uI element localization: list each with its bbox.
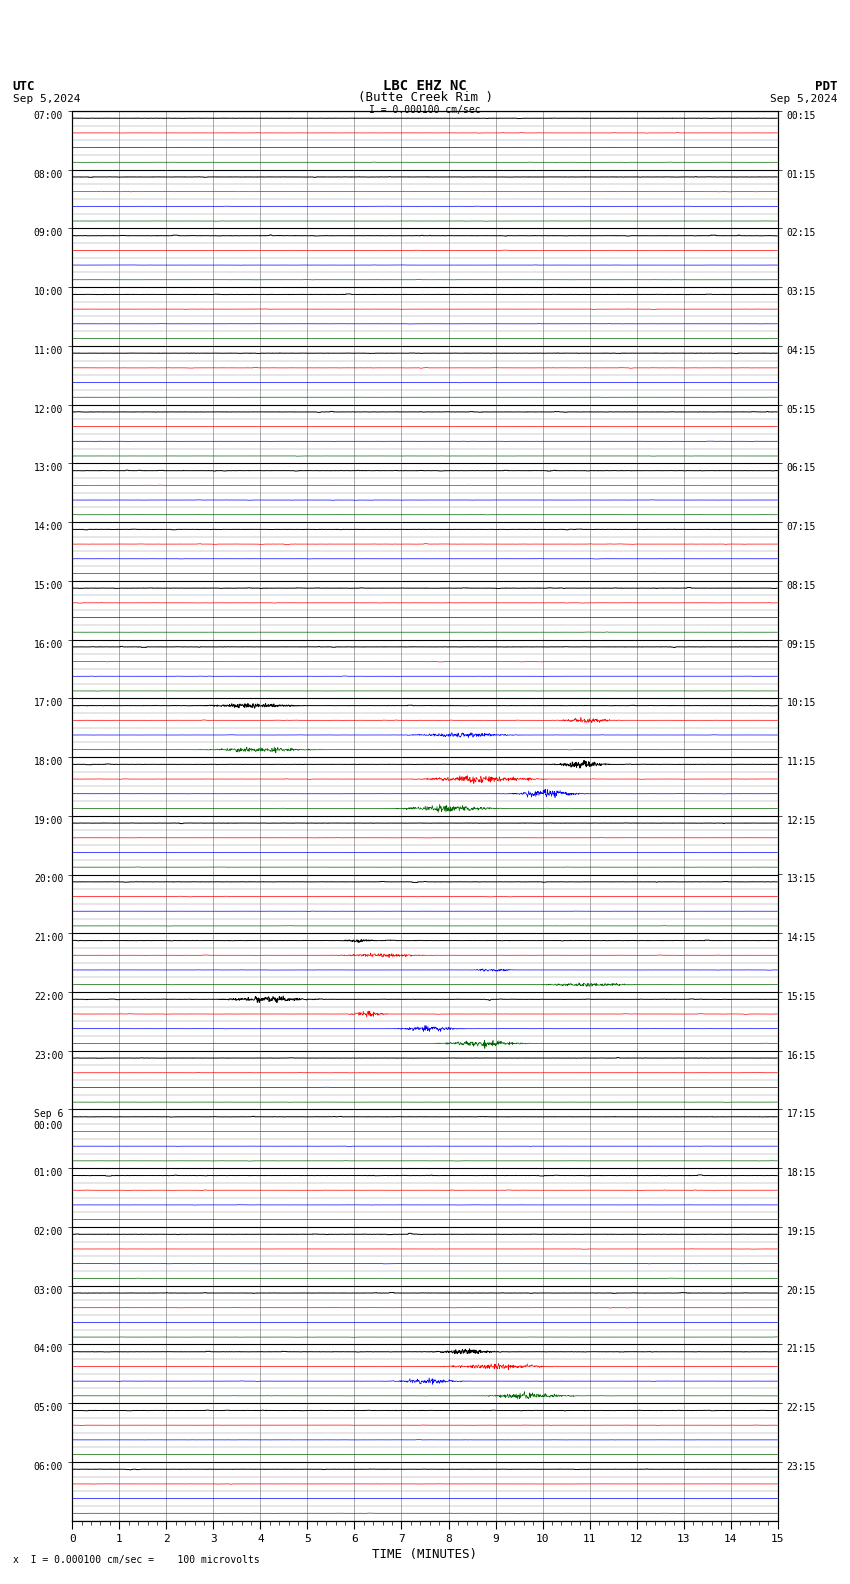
Text: PDT: PDT [815,79,837,92]
Text: LBC EHZ NC: LBC EHZ NC [383,79,467,92]
Text: x  I = 0.000100 cm/sec =    100 microvolts: x I = 0.000100 cm/sec = 100 microvolts [13,1555,259,1565]
X-axis label: TIME (MINUTES): TIME (MINUTES) [372,1548,478,1560]
Text: UTC: UTC [13,79,35,92]
Text: (Butte Creek Rim ): (Butte Creek Rim ) [358,90,492,103]
Text: Sep 5,2024: Sep 5,2024 [770,93,837,103]
Text: Sep 5,2024: Sep 5,2024 [13,93,80,103]
Text: I = 0.000100 cm/sec: I = 0.000100 cm/sec [369,105,481,114]
